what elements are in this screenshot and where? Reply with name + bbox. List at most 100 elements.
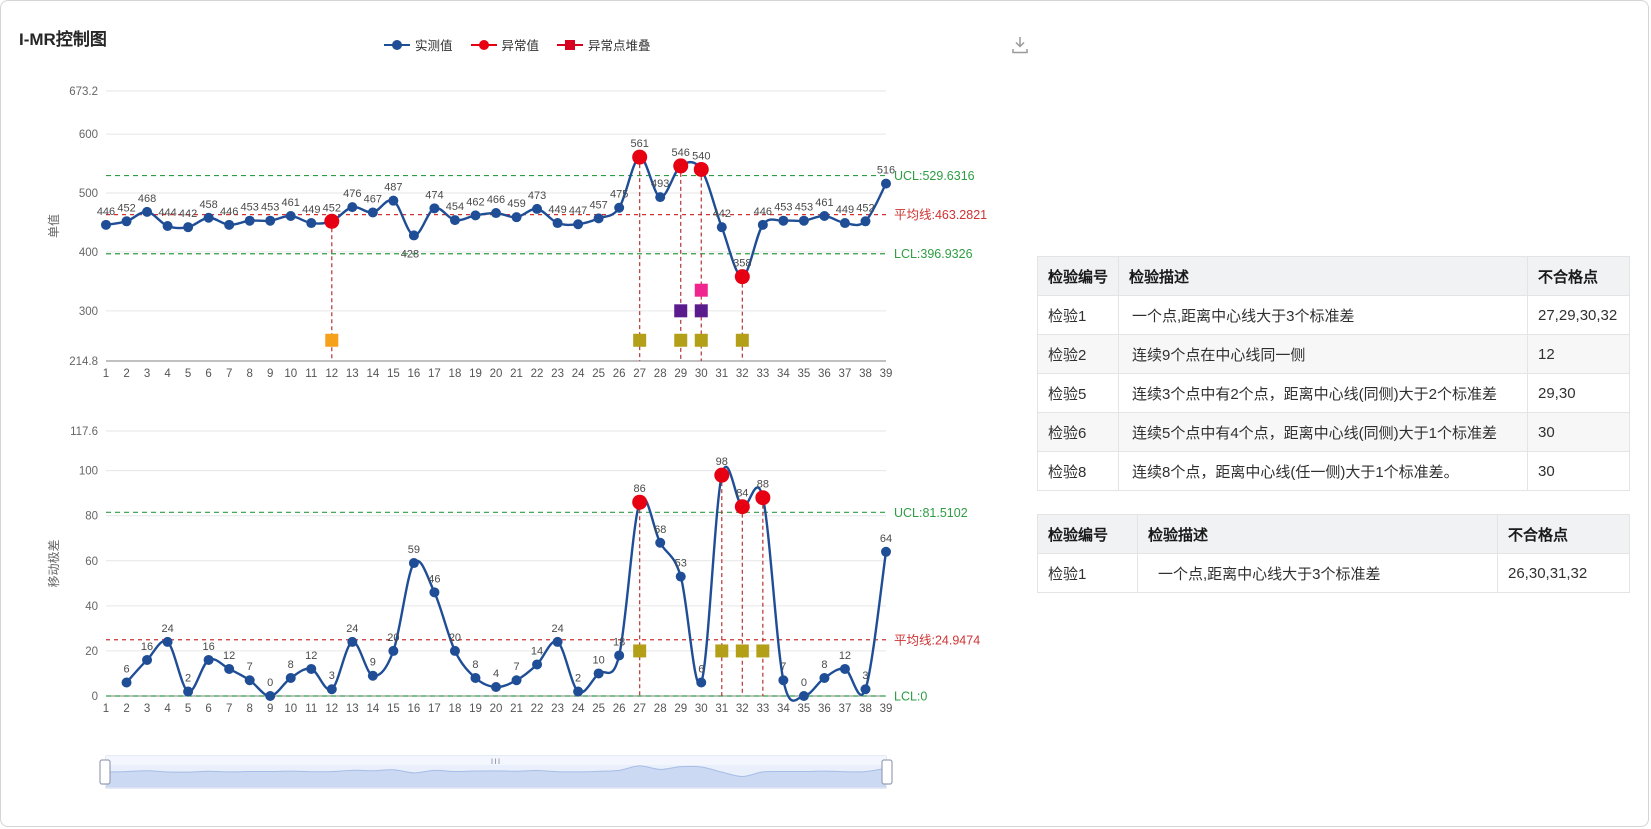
stacked-abnormal-marker[interactable] <box>715 644 729 658</box>
stacked-abnormal-marker[interactable] <box>633 644 647 658</box>
data-point[interactable] <box>819 672 830 683</box>
data-point[interactable] <box>491 208 501 219</box>
data-point[interactable] <box>203 654 214 665</box>
stacked-abnormal-marker[interactable] <box>694 333 708 347</box>
abnormal-point[interactable] <box>734 269 750 285</box>
data-point[interactable] <box>408 558 419 569</box>
legend-dot-marker <box>470 39 497 50</box>
x-tick-label: 28 <box>654 703 667 715</box>
stacked-abnormal-marker[interactable] <box>735 644 749 658</box>
data-point[interactable] <box>224 663 235 674</box>
data-point[interactable] <box>819 210 830 221</box>
stacked-abnormal-marker[interactable] <box>674 333 688 347</box>
data-point[interactable] <box>778 215 789 226</box>
data-point[interactable] <box>224 219 235 230</box>
abnormal-point[interactable] <box>673 158 689 174</box>
data-point[interactable] <box>183 222 194 233</box>
data-point[interactable] <box>881 546 891 557</box>
slider-handle-right[interactable] <box>881 759 893 785</box>
data-zoom-slider[interactable] <box>99 755 893 789</box>
data-point[interactable] <box>491 681 501 692</box>
data-point[interactable] <box>285 672 296 683</box>
legend-item[interactable]: 实测值 <box>384 35 453 54</box>
abnormal-point[interactable] <box>714 467 730 483</box>
data-point[interactable] <box>511 675 522 686</box>
data-point[interactable] <box>798 691 809 701</box>
data-point[interactable] <box>347 202 358 213</box>
legend-item[interactable]: 异常值 <box>470 35 539 54</box>
data-point[interactable] <box>716 222 727 233</box>
data-point[interactable] <box>367 207 378 218</box>
data-point[interactable] <box>532 203 543 214</box>
data-point[interactable] <box>408 230 419 241</box>
data-point[interactable] <box>675 571 686 582</box>
data-point[interactable] <box>265 691 276 701</box>
data-point[interactable] <box>614 650 625 661</box>
data-point[interactable] <box>573 219 584 230</box>
data-point[interactable] <box>839 663 850 674</box>
data-point[interactable] <box>101 219 111 230</box>
data-point[interactable] <box>593 213 604 224</box>
data-point[interactable] <box>121 216 132 227</box>
data-point[interactable] <box>614 202 625 213</box>
data-point[interactable] <box>306 218 317 229</box>
data-point[interactable] <box>388 195 399 206</box>
data-point[interactable] <box>839 218 850 229</box>
data-point[interactable] <box>388 645 399 656</box>
data-point[interactable] <box>757 219 768 230</box>
data-point[interactable] <box>552 636 563 647</box>
data-point[interactable] <box>778 675 789 686</box>
data-point[interactable] <box>429 203 440 214</box>
slider-handle-left[interactable] <box>99 759 111 785</box>
data-point[interactable] <box>449 645 460 656</box>
data-point[interactable] <box>860 684 871 695</box>
data-point[interactable] <box>511 212 522 223</box>
data-point[interactable] <box>655 537 666 548</box>
x-tick-label: 11 <box>305 368 317 380</box>
data-point[interactable] <box>183 686 194 697</box>
data-point[interactable] <box>532 659 543 670</box>
data-point[interactable] <box>552 218 563 229</box>
data-point[interactable] <box>162 221 173 231</box>
stacked-abnormal-marker[interactable] <box>756 644 770 658</box>
data-point[interactable] <box>326 684 337 695</box>
abnormal-point[interactable] <box>632 149 648 165</box>
abnormal-point[interactable] <box>693 161 709 177</box>
abnormal-point[interactable] <box>324 213 340 229</box>
data-point[interactable] <box>429 587 440 598</box>
stacked-abnormal-marker[interactable] <box>325 333 339 347</box>
stacked-abnormal-marker[interactable] <box>633 333 647 347</box>
data-point[interactable] <box>121 677 132 688</box>
data-point[interactable] <box>142 654 153 665</box>
data-point[interactable] <box>860 216 871 227</box>
data-point[interactable] <box>573 686 584 697</box>
data-point[interactable] <box>265 215 276 226</box>
data-point[interactable] <box>470 210 481 221</box>
data-point[interactable] <box>244 675 255 686</box>
data-point[interactable] <box>593 668 604 679</box>
data-point[interactable] <box>655 192 666 203</box>
abnormal-point[interactable] <box>632 494 648 510</box>
abnormal-point[interactable] <box>755 490 771 506</box>
data-point[interactable] <box>881 178 891 189</box>
download-icon[interactable] <box>1006 31 1034 59</box>
stacked-abnormal-marker[interactable] <box>694 283 708 297</box>
abnormal-point[interactable] <box>734 499 750 515</box>
data-point[interactable] <box>306 663 317 674</box>
data-point[interactable] <box>347 636 358 647</box>
x-tick-label: 22 <box>531 368 544 380</box>
data-point[interactable] <box>798 215 809 226</box>
stacked-abnormal-marker[interactable] <box>735 333 749 347</box>
data-point[interactable] <box>162 636 173 647</box>
stacked-abnormal-marker[interactable] <box>674 304 688 318</box>
data-point[interactable] <box>367 670 378 681</box>
stacked-abnormal-marker[interactable] <box>694 304 708 318</box>
data-point[interactable] <box>449 215 460 226</box>
data-point[interactable] <box>285 210 296 221</box>
legend-item[interactable]: 异常点堆叠 <box>557 35 651 54</box>
data-point[interactable] <box>203 212 214 223</box>
data-point[interactable] <box>696 677 707 688</box>
data-point[interactable] <box>470 672 481 683</box>
data-point[interactable] <box>142 206 153 217</box>
data-point[interactable] <box>244 215 255 226</box>
